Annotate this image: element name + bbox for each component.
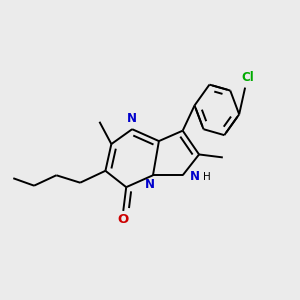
Text: Cl: Cl (242, 71, 254, 84)
Text: H: H (203, 172, 211, 182)
Text: O: O (118, 213, 129, 226)
Text: N: N (145, 178, 155, 191)
Text: N: N (127, 112, 137, 125)
Text: N: N (190, 170, 200, 183)
